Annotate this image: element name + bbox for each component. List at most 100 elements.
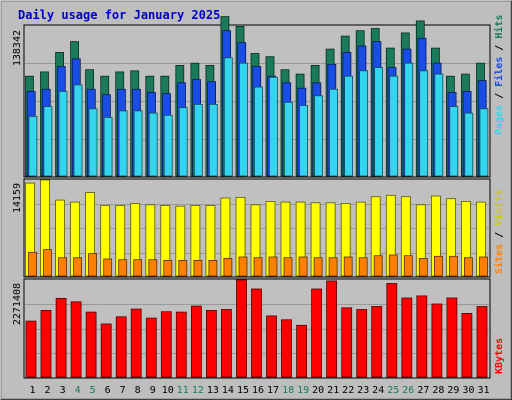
sites-bar-day-28 [433,255,443,277]
sites-bar-day-5 [88,253,97,277]
legend-files: Files [493,57,505,87]
pages-bar-day-24 [374,67,384,177]
sites-bar-day-31 [479,256,488,277]
sites-bar-day-19 [298,256,308,277]
legend-hits: Hits [493,15,505,39]
sites-bar-day-23 [358,257,368,277]
panel-2-ymax-label: 14159 [12,183,23,213]
sites-bar-day-16 [253,257,263,277]
sites-bar-day-26 [403,255,413,277]
pages-bar-day-7 [118,110,128,177]
day-label-6: 6 [105,385,111,396]
pages-bar-day-8 [133,110,143,177]
kbytes-bar-day-28 [431,303,443,378]
pages-bar-day-16 [253,86,263,177]
sites-bar-day-3 [58,257,67,277]
pages-bar-day-23 [359,70,369,177]
kbytes-bar-day-12 [190,305,202,378]
day-label-25: 25 [387,385,399,396]
kbytes-bar-day-19 [296,324,308,378]
day-label-29: 29 [447,385,459,396]
pages-bar-day-19 [299,105,308,177]
pages-bar-day-27 [419,70,429,177]
day-label-10: 10 [162,385,174,396]
day-label-31: 31 [477,385,489,396]
day-label-23: 23 [357,385,369,396]
kbytes-bar-day-23 [356,309,368,378]
kbytes-panel: 2271408 KBytes [12,278,505,379]
pages-bar-day-31 [479,108,489,177]
sites-bar-day-11 [178,259,188,277]
day-label-22: 22 [342,385,354,396]
pages-bar-day-2 [43,106,53,177]
kbytes-bar-day-9 [145,317,157,378]
panel-1-ymax-label: 138342 [12,30,23,66]
kbytes-bar-day-26 [401,297,413,378]
sites-bar-day-21 [328,257,338,277]
day-label-16: 16 [252,385,264,396]
pages-bar-day-9 [148,112,158,177]
kbytes-bar-day-24 [371,306,383,378]
day-label-26: 26 [402,385,414,396]
pages-bar-day-11 [178,107,188,177]
hits-files-pages-panel: 138342 Pages / Files / Hits [12,15,505,178]
sites-bar-day-29 [448,255,458,277]
sites-bar-day-2 [43,249,52,277]
visits-sites-panel: 14159 Sites / Visits [12,178,505,278]
day-label-19: 19 [297,385,309,396]
kbytes-bar-day-25 [386,283,398,378]
day-label-4: 4 [75,385,81,396]
sites-bar-day-27 [418,257,428,277]
day-label-9: 9 [150,385,156,396]
kbytes-bar-day-14 [220,309,232,378]
sites-bar-day-12 [193,259,203,277]
day-label-12: 12 [192,385,204,396]
x-axis-day-labels: 1 2 3 4 5 6 7 8 9 10 11 12 13 14 15 16 17 18 19 20 21 22 23 24 2… [29,385,489,396]
legend-separator-1: / [494,87,505,105]
chart-title: Daily usage for January 2025 [18,8,220,22]
kbytes-bar-day-29 [446,297,458,378]
sites-bar-day-22 [343,256,353,277]
panel-3-bars [25,279,488,378]
panel-1-bars [25,16,489,177]
legend-visits: Visits [493,190,505,226]
day-label-28: 28 [432,385,444,396]
sites-bar-day-17 [268,256,278,277]
pages-bar-day-29 [449,106,459,177]
day-label-27: 27 [417,385,429,396]
pages-bar-day-13 [208,104,218,177]
pages-bar-day-6 [103,117,113,177]
legend-sites: Sites [493,244,505,274]
kbytes-bar-day-10 [160,311,172,378]
legend-kbytes: KBytes [494,338,505,374]
pages-bar-day-20 [314,95,323,177]
sites-bar-day-20 [313,257,323,277]
day-label-14: 14 [222,385,234,396]
sites-bar-day-7 [118,259,128,277]
pages-bar-day-26 [404,62,414,177]
kbytes-bar-day-27 [416,295,428,378]
kbytes-bar-day-15 [236,279,247,378]
pages-bar-day-21 [329,88,338,177]
kbytes-bar-day-5 [85,311,97,378]
pages-bar-day-25 [389,75,399,177]
pages-bar-day-28 [434,73,444,177]
sites-bar-day-18 [283,257,293,277]
pages-bar-day-22 [344,75,354,177]
panel-2-legend: Sites / Visits [493,190,505,274]
kbytes-bar-day-18 [281,319,292,378]
sites-bar-day-30 [463,257,473,277]
legend-separator-3: / [494,226,505,244]
pages-bar-day-18 [283,101,293,177]
day-label-5: 5 [90,385,96,396]
day-label-7: 7 [120,385,126,396]
kbytes-bar-day-13 [205,309,217,378]
day-label-13: 13 [207,385,219,396]
kbytes-bar-day-2 [40,309,52,378]
day-label-15: 15 [237,385,249,396]
sites-bar-day-15 [238,256,248,277]
kbytes-bar-day-7 [115,316,127,378]
day-label-20: 20 [312,385,324,396]
